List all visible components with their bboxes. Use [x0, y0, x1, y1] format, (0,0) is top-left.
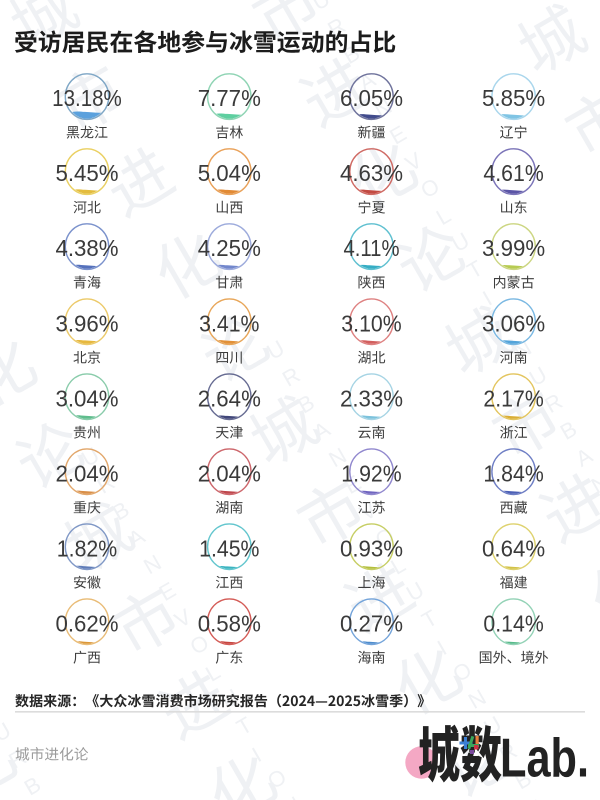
svg-text:A: A	[35, 798, 60, 800]
svg-text:N: N	[279, 791, 305, 800]
svg-text:0.58%: 0.58%	[198, 610, 261, 637]
svg-text:2.04%: 2.04%	[55, 460, 118, 487]
svg-text:0.62%: 0.62%	[55, 610, 118, 637]
svg-text:2.17%: 2.17%	[483, 385, 544, 411]
svg-text:4.63%: 4.63%	[340, 160, 403, 187]
svg-text:0.14%: 0.14%	[483, 610, 544, 636]
svg-text:1.45%: 1.45%	[199, 535, 260, 561]
svg-text:3.41%: 3.41%	[199, 310, 260, 336]
svg-text:Lab.: Lab.	[500, 728, 589, 789]
svg-text:5.04%: 5.04%	[198, 160, 261, 187]
svg-text:A: A	[526, 792, 551, 800]
svg-text:4.38%: 4.38%	[55, 235, 118, 262]
svg-text:7.77%: 7.77%	[198, 85, 261, 112]
svg-text:0.93%: 0.93%	[340, 535, 403, 562]
svg-text:2.33%: 2.33%	[340, 385, 403, 412]
svg-text:2.04%: 2.04%	[198, 460, 261, 487]
svg-text:6.05%: 6.05%	[340, 85, 403, 112]
svg-text:13.18%: 13.18%	[52, 85, 122, 112]
svg-text:3.06%: 3.06%	[482, 310, 545, 337]
svg-text:4.61%: 4.61%	[483, 160, 544, 186]
svg-text:3.99%: 3.99%	[482, 235, 545, 262]
svg-text:5.45%: 5.45%	[55, 160, 118, 187]
svg-text:5.85%: 5.85%	[482, 85, 545, 112]
svg-text:0.27%: 0.27%	[340, 610, 403, 637]
svg-text:3.10%: 3.10%	[341, 310, 402, 336]
svg-text:3.04%: 3.04%	[55, 385, 118, 412]
svg-text:4.11%: 4.11%	[344, 235, 400, 262]
svg-text:1.84%: 1.84%	[483, 460, 544, 486]
svg-text:3.96%: 3.96%	[55, 310, 118, 337]
svg-text:1.82%: 1.82%	[57, 535, 118, 561]
svg-text:1.92%: 1.92%	[341, 460, 402, 486]
svg-text:0.64%: 0.64%	[482, 535, 545, 562]
svg-text:4.25%: 4.25%	[198, 235, 261, 262]
svg-text:2.64%: 2.64%	[198, 385, 261, 412]
